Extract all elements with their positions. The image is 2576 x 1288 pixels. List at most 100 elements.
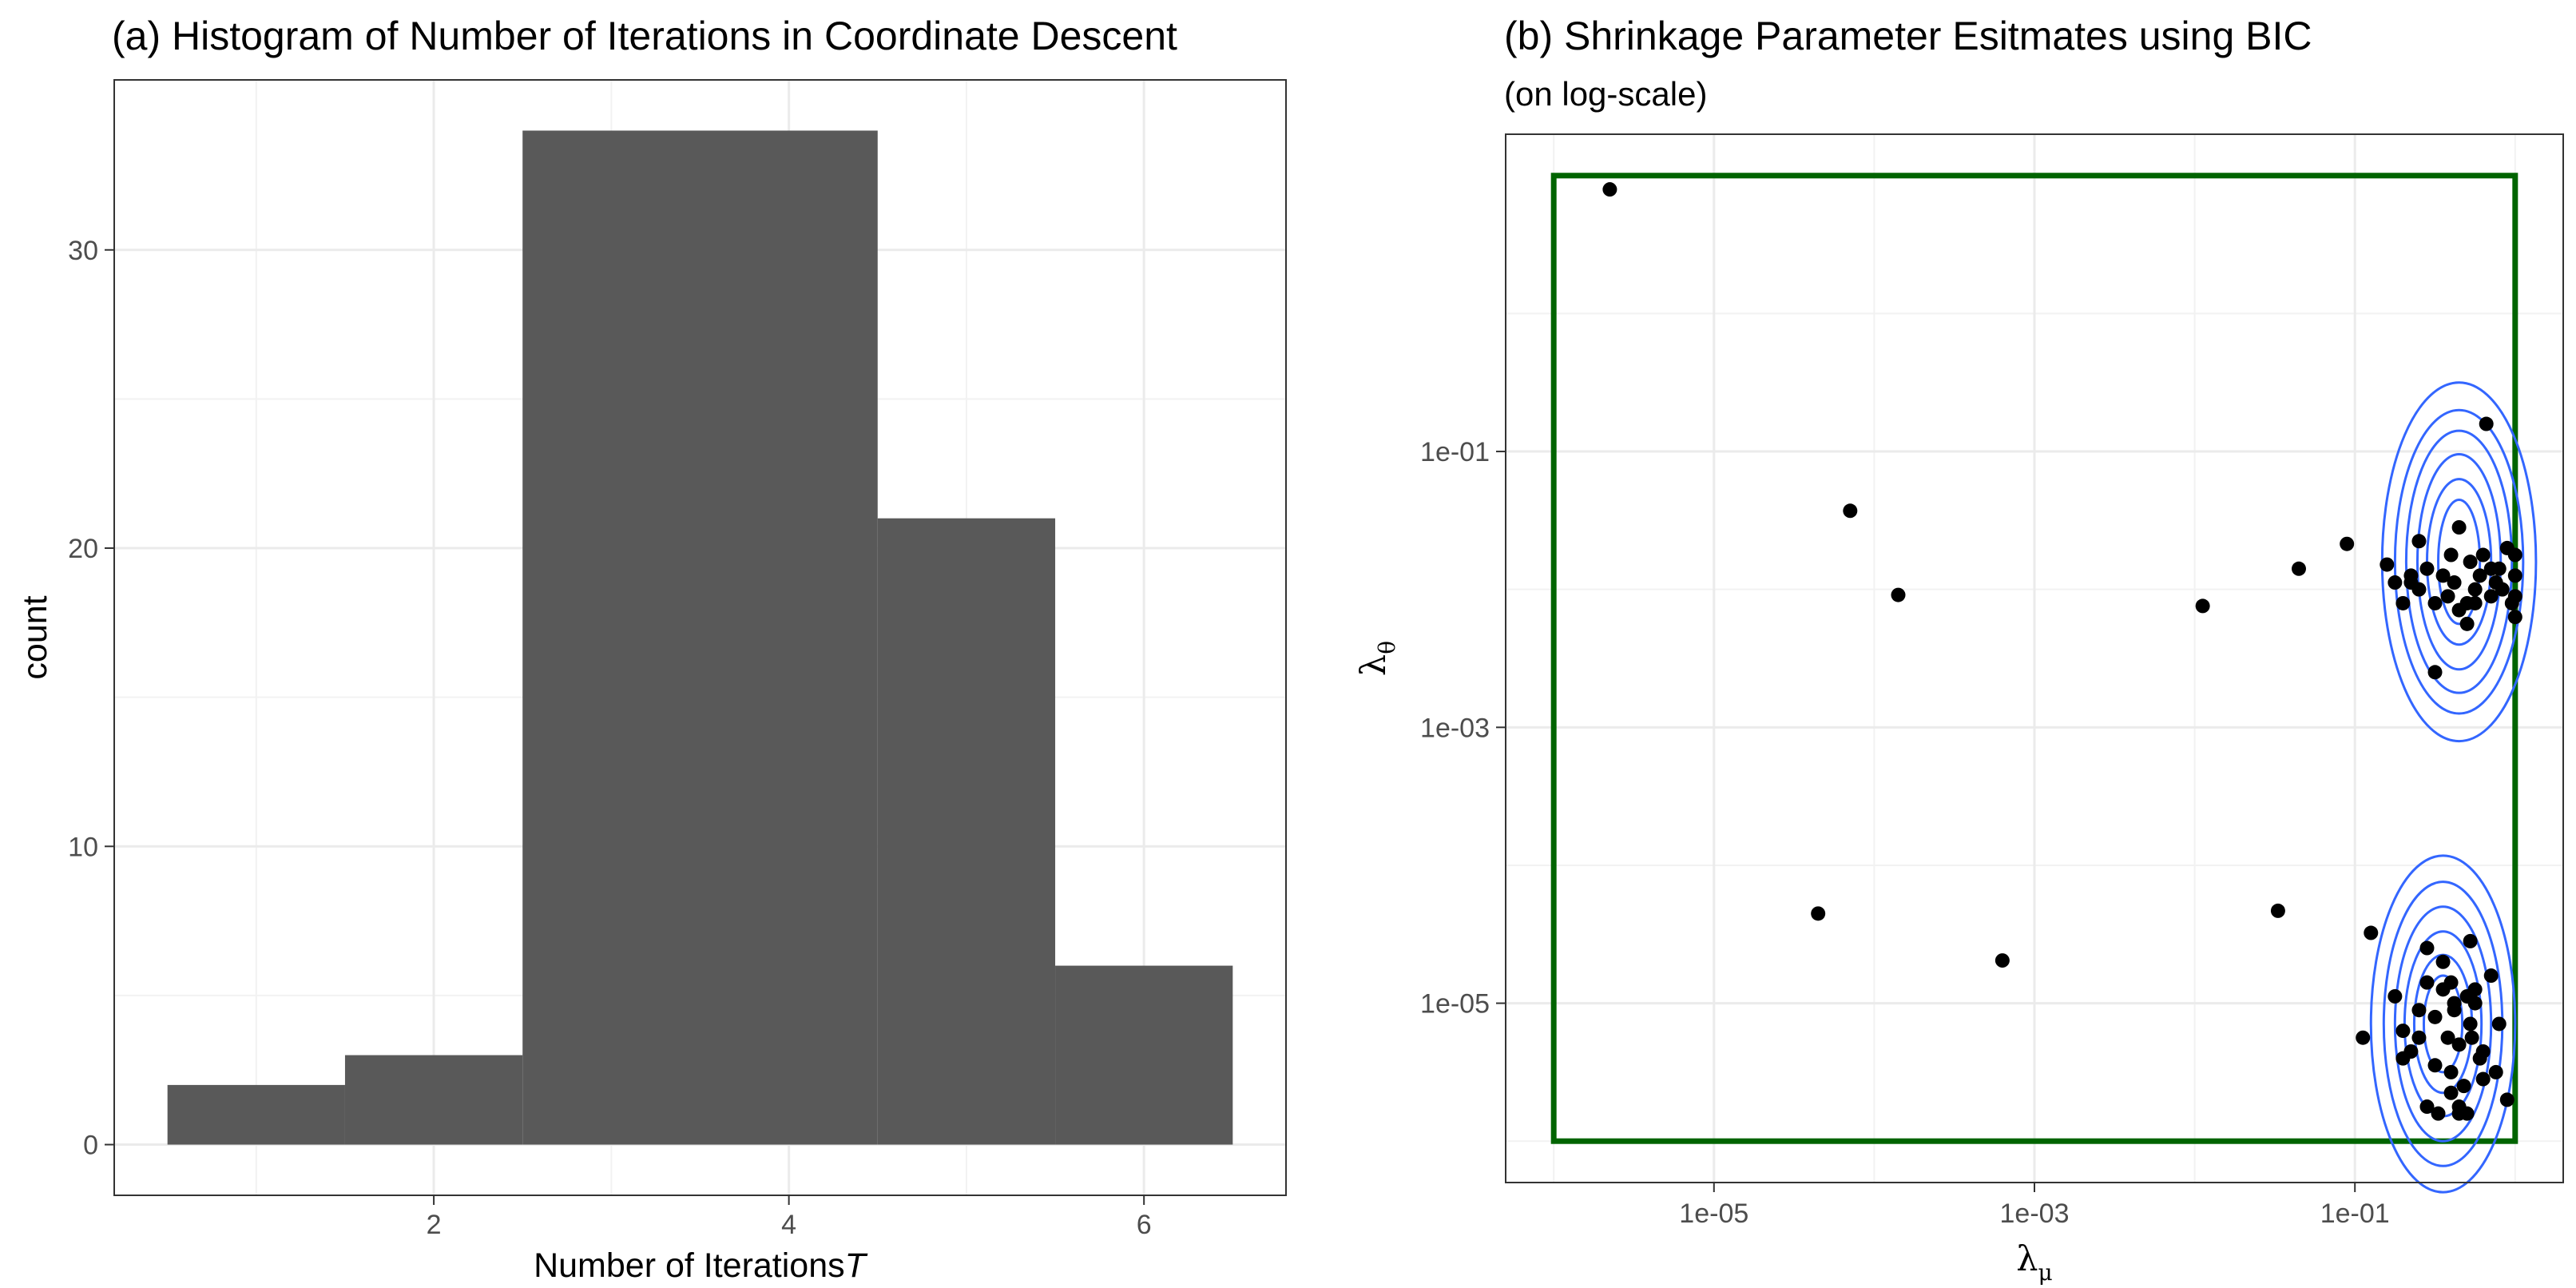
estimate-point bbox=[2411, 1030, 2427, 1045]
estimate-point bbox=[2440, 1030, 2455, 1045]
estimate-point bbox=[2380, 557, 2395, 572]
histogram-x-tick-label: 2 bbox=[427, 1210, 442, 1240]
estimate-point bbox=[2451, 602, 2467, 618]
estimate-point bbox=[1843, 503, 1858, 519]
estimate-point bbox=[2447, 1003, 2462, 1018]
estimate-point bbox=[2419, 561, 2435, 576]
parameter-bounds-box bbox=[1550, 173, 2518, 1144]
estimate-point bbox=[2435, 954, 2451, 969]
histogram-bar bbox=[344, 1055, 523, 1145]
estimate-point bbox=[2440, 589, 2455, 604]
estimate-point bbox=[2463, 933, 2478, 948]
estimate-point bbox=[2427, 1009, 2443, 1024]
shrinkage-x-tick-label: 1e-05 bbox=[1679, 1199, 1748, 1229]
estimate-point bbox=[1811, 906, 1826, 921]
density-contour bbox=[2437, 498, 2482, 626]
estimate-point bbox=[2507, 568, 2522, 583]
estimate-point bbox=[2443, 1085, 2459, 1100]
estimate-point bbox=[2456, 1079, 2471, 1094]
estimate-point bbox=[2467, 982, 2483, 997]
estimate-point bbox=[2340, 536, 2355, 551]
estimate-point bbox=[2483, 561, 2499, 576]
estimate-point bbox=[2463, 1016, 2478, 1032]
lambda-theta-subscript: θ bbox=[1374, 641, 1400, 654]
estimate-point bbox=[2507, 589, 2522, 604]
estimate-point bbox=[2483, 589, 2499, 604]
estimate-point bbox=[2356, 1030, 2371, 1045]
lambda-theta-main: λ bbox=[1354, 654, 1394, 676]
estimate-point bbox=[2419, 940, 2435, 956]
histogram-x-tick-label: 4 bbox=[781, 1210, 796, 1240]
histogram-y-ticks: 0 10 20 30 bbox=[68, 236, 114, 1161]
estimate-points bbox=[1602, 182, 2522, 1121]
estimate-point bbox=[2475, 1044, 2491, 1059]
density-contour bbox=[2393, 408, 2525, 715]
histogram-bar bbox=[1055, 965, 1233, 1145]
estimate-point bbox=[2427, 665, 2443, 680]
estimate-point bbox=[2387, 575, 2403, 590]
estimate-point bbox=[2483, 968, 2499, 984]
histogram-title: (a) Histogram of Number of Iterations in… bbox=[112, 14, 1177, 58]
estimate-point bbox=[1891, 587, 1906, 602]
estimate-point bbox=[2443, 1064, 2459, 1079]
estimate-point bbox=[2427, 1058, 2443, 1073]
estimate-point bbox=[2270, 903, 2285, 918]
lambda-mu-main: λ bbox=[2016, 1239, 2038, 1279]
histogram-bar bbox=[877, 518, 1056, 1145]
estimate-point bbox=[2488, 1064, 2503, 1079]
density-contour bbox=[2393, 905, 2493, 1143]
density-contour bbox=[2404, 429, 2514, 694]
estimate-point bbox=[1995, 953, 2010, 968]
estimate-point bbox=[2195, 598, 2210, 614]
estimate-point bbox=[2463, 555, 2478, 570]
estimate-point bbox=[2451, 1106, 2467, 1121]
histogram-bar bbox=[522, 130, 701, 1145]
estimate-point bbox=[2464, 1030, 2479, 1045]
histogram-x-axis-label: Number of Iterations bbox=[534, 1246, 845, 1285]
estimate-point bbox=[2435, 568, 2451, 583]
lambda-mu-subscript: μ bbox=[2038, 1259, 2053, 1286]
density-contour bbox=[2369, 854, 2517, 1194]
estimate-point bbox=[2447, 575, 2462, 590]
histogram-bar bbox=[700, 130, 878, 1145]
density-contour bbox=[2422, 974, 2464, 1074]
lambda-theta-axis-title: λθ bbox=[1354, 641, 1400, 676]
shrinkage-y-tick-label: 1e-05 bbox=[1420, 989, 1490, 1020]
estimate-point bbox=[2451, 520, 2467, 535]
shrinkage-y-tick-label: 1e-01 bbox=[1420, 437, 1490, 467]
histogram-y-axis-title: count bbox=[16, 595, 54, 679]
histogram-x-tick-label: 6 bbox=[1137, 1210, 1152, 1240]
estimate-point bbox=[2459, 616, 2475, 631]
shrinkage-y-ticks: 1e-05 1e-03 1e-01 bbox=[1420, 437, 1506, 1020]
estimate-point bbox=[2419, 1099, 2435, 1115]
estimate-point bbox=[2395, 1024, 2411, 1039]
histogram-y-tick-label: 20 bbox=[68, 534, 98, 564]
estimate-point bbox=[2431, 1106, 2446, 1121]
histogram-x-axis-symbol: T bbox=[845, 1246, 868, 1285]
estimate-point bbox=[2443, 975, 2459, 990]
estimate-point bbox=[2507, 610, 2522, 625]
estimate-point bbox=[2427, 595, 2443, 610]
estimate-point bbox=[2395, 595, 2411, 610]
estimate-point bbox=[2499, 1092, 2514, 1107]
histogram-x-axis-title: Number of IterationsT bbox=[534, 1246, 868, 1285]
histogram-x-ticks: 2 4 6 bbox=[427, 1195, 1152, 1240]
estimate-point bbox=[2419, 975, 2435, 990]
lambda-mu-axis-title: λμ bbox=[2016, 1239, 2052, 1286]
estimate-point bbox=[2467, 996, 2483, 1011]
shrinkage-y-tick-label: 1e-03 bbox=[1420, 713, 1490, 743]
shrinkage-x-tick-label: 1e-01 bbox=[2320, 1199, 2390, 1229]
estimate-point bbox=[2292, 561, 2306, 576]
estimate-point bbox=[2495, 582, 2510, 597]
histogram-plot-border bbox=[113, 79, 1287, 1196]
estimate-point bbox=[2467, 595, 2483, 610]
shrinkage-panel: (b) Shrinkage Parameter Esitmates using … bbox=[1354, 14, 2564, 1286]
histogram-bar bbox=[167, 1084, 345, 1145]
estimate-point bbox=[2395, 1051, 2411, 1066]
histogram-y-tick-label: 10 bbox=[68, 832, 98, 862]
estimate-point bbox=[2475, 1071, 2491, 1087]
estimate-point bbox=[2443, 547, 2459, 563]
histogram-bars bbox=[167, 130, 1233, 1145]
histogram-y-tick-label: 0 bbox=[83, 1131, 98, 1161]
estimate-point bbox=[2403, 568, 2419, 583]
